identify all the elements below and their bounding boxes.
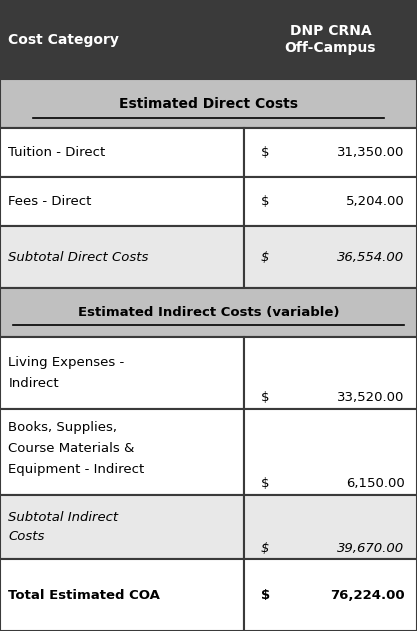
Text: $: $ [261,146,269,159]
Text: 76,224.00: 76,224.00 [330,589,404,602]
Text: Books, Supplies,: Books, Supplies, [8,421,117,434]
Bar [0,288,417,337]
Text: $: $ [261,478,269,490]
Bar [244,337,417,409]
Text: $: $ [261,391,269,404]
Text: Living Expenses -: Living Expenses - [8,355,125,369]
Text: Total Estimated COA: Total Estimated COA [8,589,160,602]
Bar [0,226,244,288]
Bar [0,559,244,631]
Text: 5,204.00: 5,204.00 [346,195,404,208]
Bar [244,177,417,226]
Text: Equipment - Indirect: Equipment - Indirect [8,463,145,476]
Text: $: $ [261,251,269,264]
Text: 6,150.00: 6,150.00 [346,478,404,490]
Text: 39,670.00: 39,670.00 [337,541,404,555]
Text: Indirect: Indirect [8,377,59,390]
Text: Subtotal Indirect: Subtotal Indirect [8,511,118,524]
Text: Cost Category: Cost Category [8,33,119,47]
Bar [0,177,244,226]
Bar [244,559,417,631]
Text: 31,350.00: 31,350.00 [337,146,404,159]
Text: Tuition - Direct: Tuition - Direct [8,146,106,159]
Bar [0,409,244,495]
Bar [0,79,417,128]
Bar [244,409,417,495]
Bar [0,0,244,79]
Bar [0,495,244,559]
Text: Costs: Costs [8,531,45,543]
Text: DNP CRNA
Off-Campus: DNP CRNA Off-Campus [285,25,376,55]
Bar [244,495,417,559]
Text: Course Materials &: Course Materials & [8,442,135,455]
Bar [0,337,244,409]
Text: $: $ [261,589,270,602]
Bar [244,0,417,79]
Text: $: $ [261,195,269,208]
Text: 33,520.00: 33,520.00 [337,391,404,404]
Bar [244,128,417,177]
Text: Subtotal Direct Costs: Subtotal Direct Costs [8,251,149,264]
Bar [244,226,417,288]
Text: Fees - Direct: Fees - Direct [8,195,92,208]
Text: Estimated Indirect Costs (variable): Estimated Indirect Costs (variable) [78,306,339,319]
Bar [0,128,244,177]
Text: Estimated Direct Costs: Estimated Direct Costs [119,97,298,110]
Text: 36,554.00: 36,554.00 [337,251,404,264]
Text: $: $ [261,541,269,555]
